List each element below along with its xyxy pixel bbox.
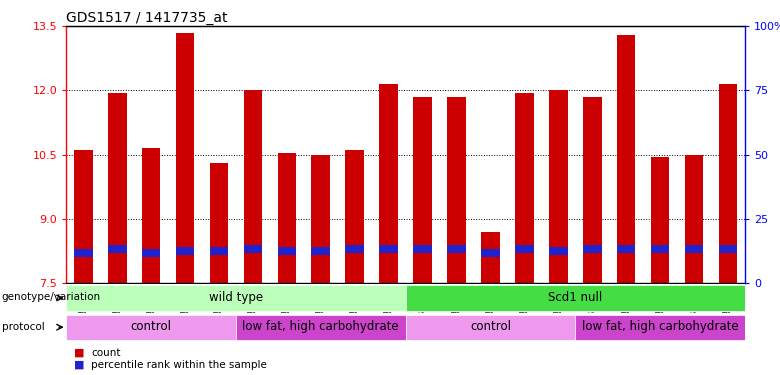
Bar	[243, 90, 262, 283]
Bar	[210, 163, 229, 283]
Bar	[651, 157, 669, 283]
Bar	[718, 84, 737, 283]
Bar	[176, 247, 194, 255]
Bar	[379, 84, 398, 283]
Bar	[108, 244, 126, 253]
Bar	[447, 244, 466, 253]
Bar	[66, 315, 236, 340]
Text: genotype/variation: genotype/variation	[2, 292, 101, 302]
Bar	[447, 97, 466, 283]
Bar	[311, 247, 330, 255]
Text: wild type: wild type	[209, 291, 263, 304]
Bar	[406, 285, 745, 310]
Bar	[108, 93, 126, 283]
Bar	[142, 249, 161, 257]
Text: count: count	[91, 348, 121, 358]
Bar	[515, 93, 534, 283]
Bar	[66, 285, 406, 310]
Bar	[74, 249, 93, 257]
Bar	[413, 97, 432, 283]
Text: percentile rank within the sample: percentile rank within the sample	[91, 360, 267, 370]
Bar	[243, 244, 262, 253]
Text: low fat, high carbohydrate: low fat, high carbohydrate	[243, 320, 399, 333]
Bar	[142, 148, 161, 283]
Bar	[379, 244, 398, 253]
Bar	[311, 154, 330, 283]
Text: GDS1517 / 1417735_at: GDS1517 / 1417735_at	[66, 11, 228, 25]
Bar	[718, 244, 737, 253]
Bar	[685, 154, 704, 283]
Bar	[278, 247, 296, 255]
Text: ■: ■	[74, 348, 84, 358]
Bar	[651, 244, 669, 253]
Text: control: control	[130, 320, 172, 333]
Bar	[413, 244, 432, 253]
Bar	[549, 247, 568, 255]
Bar	[515, 244, 534, 253]
Bar	[617, 35, 636, 283]
Bar	[346, 150, 364, 283]
Bar	[583, 244, 601, 253]
Bar	[346, 244, 364, 253]
Bar	[278, 153, 296, 283]
Text: protocol: protocol	[2, 322, 44, 332]
Bar	[210, 247, 229, 255]
Bar	[576, 315, 745, 340]
Text: ■: ■	[74, 360, 84, 370]
Bar	[236, 315, 406, 340]
Bar	[685, 244, 704, 253]
Text: low fat, high carbohydrate: low fat, high carbohydrate	[582, 320, 739, 333]
Text: Scd1 null: Scd1 null	[548, 291, 602, 304]
Bar	[406, 315, 576, 340]
Bar	[176, 33, 194, 283]
Bar	[617, 244, 636, 253]
Bar	[549, 90, 568, 283]
Bar	[583, 97, 601, 283]
Bar	[481, 232, 500, 283]
Bar	[74, 150, 93, 283]
Bar	[481, 249, 500, 257]
Text: control: control	[470, 320, 511, 333]
